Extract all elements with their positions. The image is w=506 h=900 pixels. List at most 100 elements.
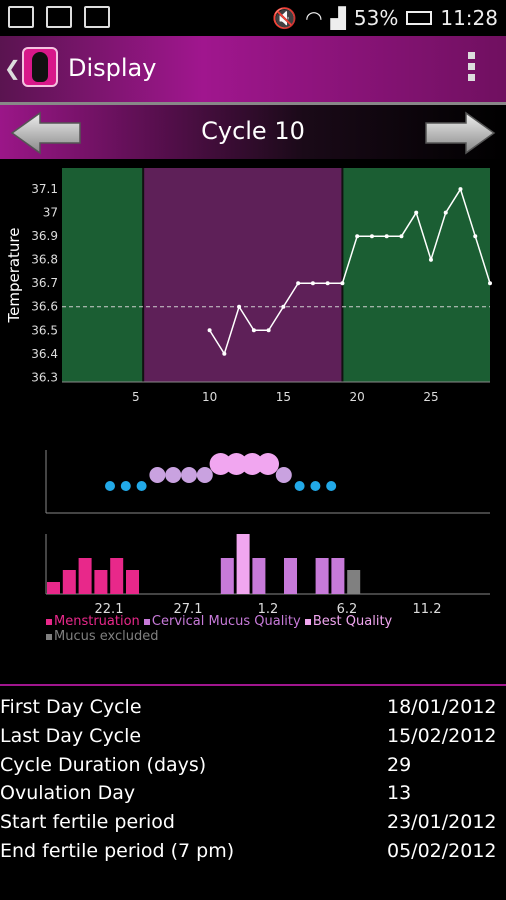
battery-icon: [406, 11, 433, 25]
stat-value: 15/02/2012: [387, 724, 497, 747]
temperature-point: [428, 257, 433, 262]
mucus-bar: [47, 582, 60, 594]
x-tick-label: 15: [276, 390, 291, 404]
date-tick-label: 6.2: [337, 602, 358, 617]
clock: 11:28: [440, 6, 498, 30]
missed-call-icon: [8, 6, 34, 28]
y-tick-label: 36.9: [31, 229, 58, 243]
temperature-point: [399, 234, 404, 239]
y-tick-label: 36.7: [31, 276, 58, 290]
cycle-navigation: Cycle 10: [0, 105, 506, 159]
stat-label: Start fertile period: [0, 811, 175, 834]
x-tick-label: 20: [350, 390, 365, 404]
mucus-dot: [196, 467, 213, 483]
temperature-point: [222, 351, 227, 356]
mucus-bar: [94, 570, 108, 594]
temperature-line: [208, 187, 491, 356]
x-tick-label: 25: [423, 390, 438, 404]
section-divider: [0, 684, 506, 686]
mucus-dot: [181, 467, 197, 483]
y-tick-label: 37: [43, 206, 58, 220]
date-tick-label: 1.2: [258, 602, 279, 617]
status-bar: 🔇 ◠ ▟ 53% 11:28: [0, 0, 506, 36]
zone-band-2: [342, 168, 490, 382]
cycle-stats: First Day Cycle 18/01/2012 Last Day Cycle 1…: [0, 694, 506, 867]
date-tick-label: 22.1: [95, 602, 124, 617]
wifi-icon: ◠: [305, 6, 323, 30]
zone-band-0: [62, 168, 144, 382]
mucus-bar: [110, 558, 124, 594]
mucus-dot: [149, 467, 166, 483]
gallery-icon: [46, 6, 72, 28]
temperature-chart: 37.1 37 36.9 36.8 36.7 36.6 36.5 36.4 36.3 5 10 15 2…: [5, 168, 492, 404]
page-title: Display: [68, 54, 157, 82]
stat-row: Last Day Cycle 15/02/2012: [0, 723, 506, 752]
date-tick-label: 11.2: [413, 602, 442, 617]
temperature-point: [237, 304, 242, 309]
mucus-dot: [275, 467, 292, 483]
mucus-dot: [310, 481, 321, 491]
stat-value: 05/02/2012: [387, 839, 497, 862]
previous-cycle-arrow-icon[interactable]: [10, 111, 82, 155]
mucus-dot: [241, 453, 264, 475]
mucus-dot: [136, 481, 147, 491]
mucus-dot: [294, 481, 305, 491]
y-tick-label: 36.8: [31, 253, 58, 267]
overflow-menu-icon[interactable]: [468, 52, 476, 85]
temperature-point: [355, 234, 360, 239]
temperature-point: [310, 281, 315, 286]
legend-cervical-mucus: Cervical Mucus Quality: [151, 614, 301, 629]
mucus-dot: [326, 481, 337, 491]
legend-best-quality: Best Quality: [312, 614, 393, 629]
mucus-bar-chart: 22.1 27.1 1.2 6.2 11.2: [45, 534, 490, 617]
y-tick-label: 36.6: [31, 300, 58, 314]
stat-row: First Day Cycle 18/01/2012: [0, 694, 506, 723]
mucus-bar: [315, 558, 329, 594]
mucus-bar: [220, 558, 234, 594]
stat-row: End fertile period (7 pm) 05/02/2012: [0, 838, 506, 867]
temperature-point: [473, 234, 478, 239]
mucus-bar: [252, 558, 266, 594]
signal-icon: ▟: [330, 6, 346, 30]
temperature-point: [251, 328, 256, 333]
temperature-point: [458, 187, 463, 192]
mucus-bar: [62, 570, 76, 594]
stat-row: Cycle Duration (days) 29: [0, 752, 506, 781]
chevron-left-icon[interactable]: ❮: [4, 56, 21, 80]
temperature-point: [266, 328, 271, 333]
battery-percent: 53%: [353, 6, 399, 30]
app-logo-icon[interactable]: [22, 47, 58, 87]
stat-label: Cycle Duration (days): [0, 753, 207, 776]
cycle-title: Cycle 10: [201, 117, 305, 145]
stat-value: 18/01/2012: [387, 696, 497, 718]
x-tick-label: 5: [132, 390, 140, 404]
temperature-point: [443, 210, 448, 215]
stat-label: First Day Cycle: [0, 696, 142, 718]
action-bar-divider: [0, 102, 506, 105]
mucus-dot: [257, 453, 279, 475]
mucus-bar: [236, 534, 250, 594]
stat-row: Start fertile period 23/01/2012: [0, 809, 506, 838]
stat-label: Ovulation Day: [0, 782, 136, 805]
temperature-point: [488, 281, 492, 286]
y-tick-label: 37.1: [31, 182, 58, 196]
chart-legend: Menstruation Cervical Mucus Quality Best…: [46, 614, 506, 644]
mucus-dot: [105, 481, 115, 491]
legend-menstruation: Menstruation: [54, 614, 140, 629]
stat-value: 29: [387, 753, 412, 776]
mucus-bar: [284, 558, 297, 594]
mucus-dot-chart: [45, 450, 490, 514]
y-tick-label: 36.5: [31, 323, 58, 337]
zone-band-1: [143, 168, 343, 382]
mucus-bar: [78, 558, 92, 594]
temperature-point: [340, 281, 345, 286]
y-axis-label: Temperature: [5, 227, 23, 323]
stat-value: 23/01/2012: [387, 811, 497, 834]
mucus-bar: [126, 570, 139, 594]
stat-label: End fertile period (7 pm): [0, 839, 235, 862]
stat-label: Last Day Cycle: [0, 724, 142, 747]
next-cycle-arrow-icon[interactable]: [424, 111, 496, 155]
legend-mucus-excluded: Mucus excluded: [54, 629, 159, 644]
temperature-point: [296, 281, 301, 286]
mucus-dot: [165, 467, 182, 483]
